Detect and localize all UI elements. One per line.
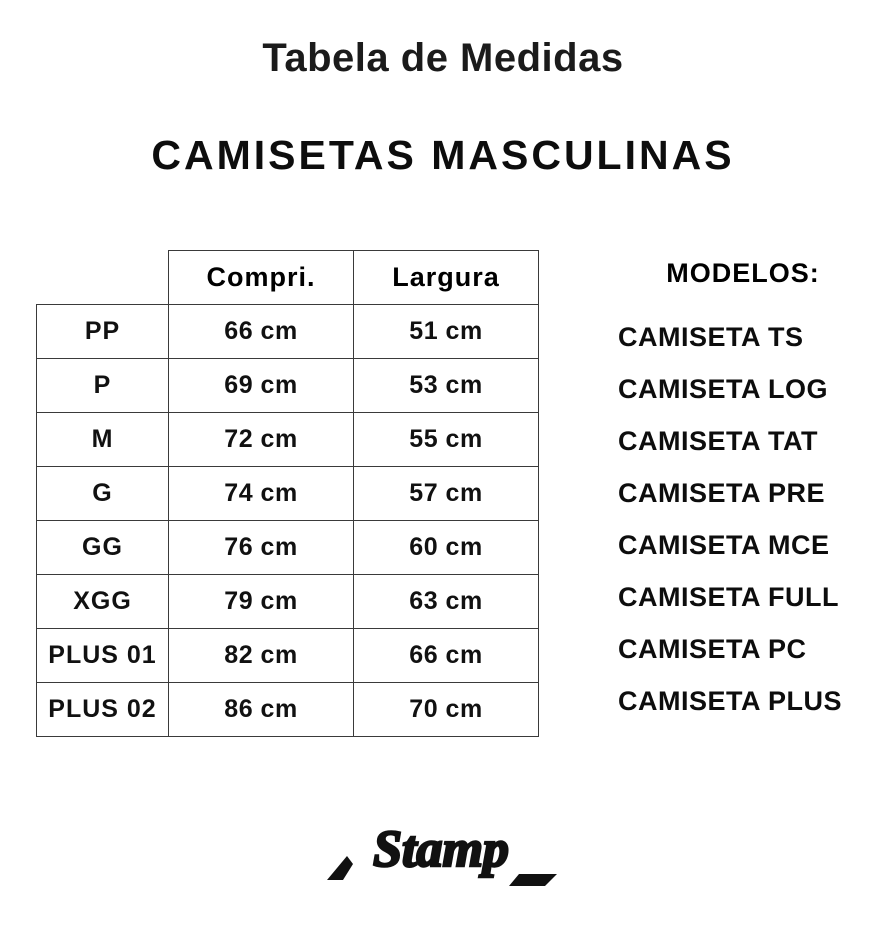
cell-comprimento: 74 cm xyxy=(168,466,354,521)
model-item: CAMISETA PC xyxy=(618,634,807,664)
cell-largura: 63 cm xyxy=(353,574,539,629)
cell-comprimento: 66 cm xyxy=(168,304,354,359)
cell-size: PLUS 01 xyxy=(36,628,169,683)
table-header-comprimento: Compri. xyxy=(168,250,354,305)
models-title: MODELOS: xyxy=(666,258,820,288)
cell-largura: 51 cm xyxy=(353,304,539,359)
cell-comprimento: 69 cm xyxy=(168,358,354,413)
table-row: PLUS 01 82 cm 66 cm xyxy=(36,628,539,683)
page-title: Tabela de Medidas xyxy=(262,36,624,80)
cell-size: GG xyxy=(36,520,169,575)
model-item: CAMISETA TAT xyxy=(618,426,818,456)
cell-largura: 66 cm xyxy=(353,628,539,683)
table-header-row: Compri. Largura xyxy=(37,250,539,305)
size-table: Compri. Largura PP 66 cm 51 cm P 69 cm 5… xyxy=(36,250,539,737)
model-item: CAMISETA LOG xyxy=(618,374,828,404)
table-row: P 69 cm 53 cm xyxy=(36,358,539,413)
stamp-logo: Stamp xyxy=(313,800,573,900)
model-item: CAMISETA PRE xyxy=(618,478,826,508)
model-item: CAMISETA PLUS xyxy=(618,686,843,716)
model-item: CAMISETA FULL xyxy=(618,582,839,612)
cell-size: PP xyxy=(36,304,169,359)
page-subtitle: CAMISETAS MASCULINAS xyxy=(151,132,735,178)
stamp-logo-icon: Stamp xyxy=(327,820,557,886)
table-row: PP 66 cm 51 cm xyxy=(36,304,539,359)
table-body: PP 66 cm 51 cm P 69 cm 53 cm M 72 cm 55 … xyxy=(36,304,539,737)
cell-size: M xyxy=(36,412,169,467)
model-item: CAMISETA MCE xyxy=(618,530,830,560)
table-row: XGG 79 cm 63 cm xyxy=(36,574,539,629)
models-section: MODELOS: CAMISETA TS CAMISETA LOG CAMISE… xyxy=(600,258,886,727)
cell-largura: 53 cm xyxy=(353,358,539,413)
model-item: CAMISETA TS xyxy=(618,322,804,352)
table-header-blank xyxy=(37,251,169,305)
cell-comprimento: 86 cm xyxy=(168,682,354,737)
table-row: PLUS 02 86 cm 70 cm xyxy=(36,682,539,737)
cell-largura: 70 cm xyxy=(353,682,539,737)
cell-comprimento: 82 cm xyxy=(168,628,354,683)
cell-size: G xyxy=(36,466,169,521)
cell-size: XGG xyxy=(36,574,169,629)
cell-largura: 55 cm xyxy=(353,412,539,467)
cell-size: PLUS 02 xyxy=(36,682,169,737)
table-row: GG 76 cm 60 cm xyxy=(36,520,539,575)
table-header-largura: Largura xyxy=(353,250,539,305)
cell-largura: 57 cm xyxy=(353,466,539,521)
table-row: G 74 cm 57 cm xyxy=(36,466,539,521)
cell-comprimento: 79 cm xyxy=(168,574,354,629)
cell-largura: 60 cm xyxy=(353,520,539,575)
table-row: M 72 cm 55 cm xyxy=(36,412,539,467)
cell-size: P xyxy=(36,358,169,413)
cell-comprimento: 72 cm xyxy=(168,412,354,467)
cell-comprimento: 76 cm xyxy=(168,520,354,575)
table-header: Compri. Largura xyxy=(37,250,539,305)
size-table-container: Compri. Largura PP 66 cm 51 cm P 69 cm 5… xyxy=(36,250,539,737)
stamp-logo-text: Stamp xyxy=(373,821,509,878)
